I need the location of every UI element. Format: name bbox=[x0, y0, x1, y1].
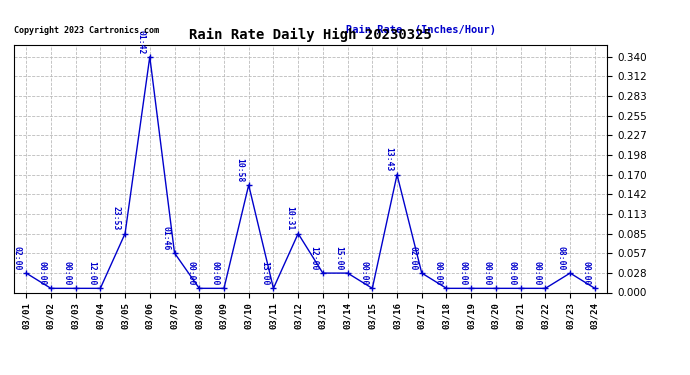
Text: 00:00: 00:00 bbox=[186, 261, 195, 286]
Text: 10:31: 10:31 bbox=[285, 206, 294, 231]
Text: 00:00: 00:00 bbox=[532, 261, 541, 286]
Text: 00:00: 00:00 bbox=[582, 261, 591, 286]
Text: 00:00: 00:00 bbox=[211, 261, 220, 286]
Text: 00:00: 00:00 bbox=[508, 261, 517, 286]
Text: 01:46: 01:46 bbox=[161, 226, 170, 250]
Text: Copyright 2023 Cartronics.com: Copyright 2023 Cartronics.com bbox=[14, 26, 159, 35]
Text: 00:00: 00:00 bbox=[63, 261, 72, 286]
Text: 00:00: 00:00 bbox=[458, 261, 467, 286]
Text: 00:00: 00:00 bbox=[359, 261, 368, 286]
Text: 23:53: 23:53 bbox=[112, 206, 121, 231]
Text: 00:00: 00:00 bbox=[433, 261, 442, 286]
Text: 00:00: 00:00 bbox=[483, 261, 492, 286]
Text: 02:00: 02:00 bbox=[408, 246, 417, 270]
Text: 00:00: 00:00 bbox=[38, 261, 47, 286]
Text: 10:58: 10:58 bbox=[235, 158, 244, 182]
Text: Rain Rate  (Inches/Hour): Rain Rate (Inches/Hour) bbox=[346, 25, 496, 35]
Text: 13:43: 13:43 bbox=[384, 147, 393, 172]
Title: Rain Rate Daily High 20230325: Rain Rate Daily High 20230325 bbox=[189, 28, 432, 42]
Text: 08:00: 08:00 bbox=[557, 246, 566, 270]
Text: 12:00: 12:00 bbox=[87, 261, 96, 286]
Text: 12:00: 12:00 bbox=[310, 246, 319, 270]
Text: 02:00: 02:00 bbox=[13, 246, 22, 270]
Text: 15:00: 15:00 bbox=[335, 246, 344, 270]
Text: 13:00: 13:00 bbox=[260, 261, 269, 286]
Text: 01:42: 01:42 bbox=[137, 30, 146, 54]
